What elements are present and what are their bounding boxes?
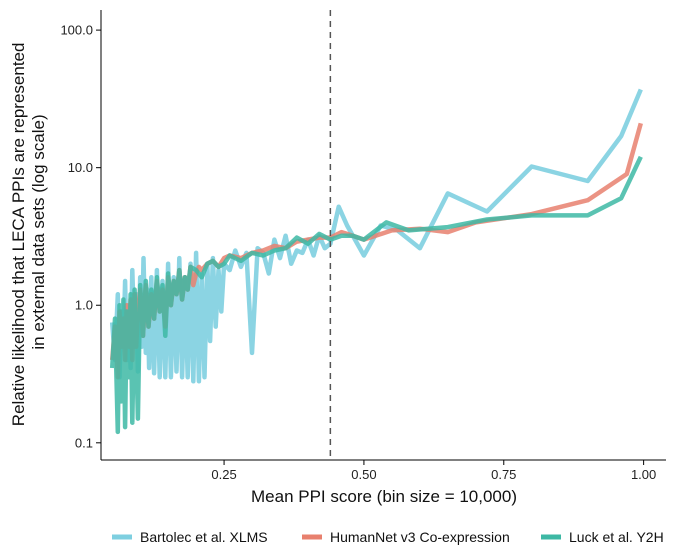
y-tick-label: 100.0 bbox=[60, 23, 93, 38]
legend-label: HumanNet v3 Co-expression bbox=[330, 529, 510, 545]
y-axis-title-line-2: in external data sets (log scale) bbox=[29, 114, 48, 349]
x-axis-title: Mean PPI score (bin size = 10,000) bbox=[251, 487, 517, 506]
y-tick-label: 10.0 bbox=[68, 160, 93, 175]
x-tick-label: 0.25 bbox=[211, 467, 236, 482]
y-axis-title-line-1: Relative likelihood that LECA PPIs are r… bbox=[9, 43, 28, 427]
series-layer bbox=[109, 88, 643, 435]
x-tick-label: 0.75 bbox=[491, 467, 516, 482]
x-axis: 0.25 0.50 0.75 1.00 bbox=[101, 459, 666, 482]
legend: Bartolec et al. XLMS HumanNet v3 Co-expre… bbox=[112, 529, 664, 545]
x-tick-label: 0.50 bbox=[351, 467, 376, 482]
series-line-2 bbox=[109, 155, 643, 435]
y-axis: 0.1 1.0 10.0 100.0 bbox=[60, 10, 102, 460]
y-tick-label: 0.1 bbox=[75, 435, 93, 450]
x-tick-label: 1.00 bbox=[631, 467, 656, 482]
legend-label: Bartolec et al. XLMS bbox=[140, 529, 268, 545]
y-axis-title: Relative likelihood that LECA PPIs are r… bbox=[9, 38, 48, 426]
y-tick-label: 1.0 bbox=[75, 298, 93, 313]
legend-label: Luck et al. Y2H bbox=[569, 529, 664, 545]
